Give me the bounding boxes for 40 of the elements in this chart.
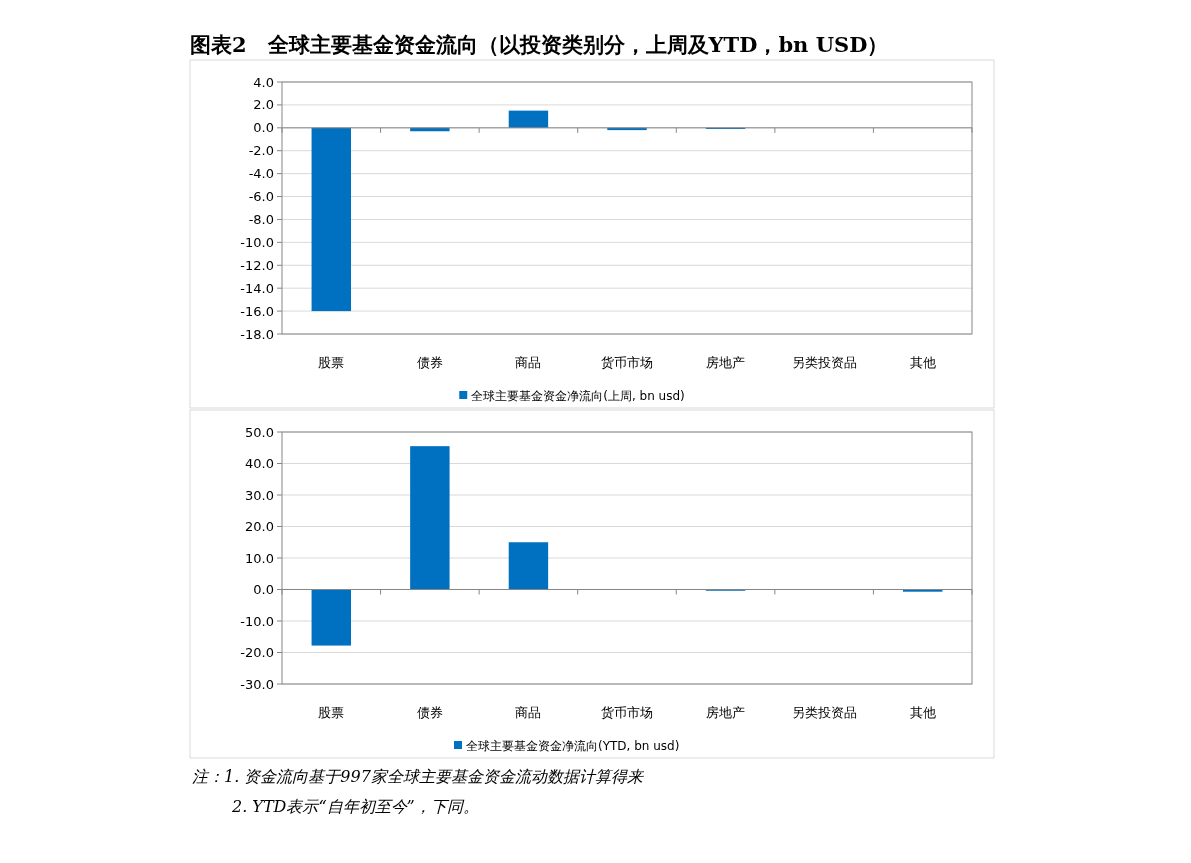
y-tick-label: -10.0 (240, 234, 274, 250)
y-tick-label: -12.0 (240, 257, 274, 273)
y-tick-label: -18.0 (240, 326, 274, 342)
y-tick-label: 40.0 (245, 456, 274, 472)
y-tick-label: -10.0 (240, 613, 274, 629)
x-tick-label: 其他 (909, 705, 936, 720)
y-tick-label: 2.0 (253, 97, 274, 113)
x-tick-label: 股票 (318, 705, 345, 720)
y-tick-label: 0.0 (253, 120, 274, 136)
y-tick-label: 0.0 (253, 582, 274, 598)
y-tick-label: 10.0 (245, 550, 274, 566)
y-tick-label: -2.0 (248, 143, 274, 159)
y-tick-label: -20.0 (240, 645, 274, 661)
x-tick-label: 房地产 (706, 705, 746, 720)
legend-label: 全球主要基金资金净流向(上周, bn usd) (471, 389, 685, 403)
x-tick-label: 债券 (416, 705, 443, 720)
x-tick-label: 房地产 (706, 355, 746, 370)
y-tick-label: -14.0 (240, 280, 274, 296)
y-tick-label: -4.0 (248, 166, 274, 182)
x-tick-label: 另类投资品 (791, 355, 857, 370)
x-tick-label: 股票 (318, 355, 345, 370)
chart-title: 图表2 全球主要基金资金流向（以投资类别分，上周及YTD，bn USD） (190, 32, 889, 57)
text: 注：1. 资金流向基于997家全球主要基金资金流动数据计算得来 (192, 767, 645, 786)
x-tick-label: 货币市场 (601, 705, 653, 720)
x-tick-label: 货币市场 (601, 355, 653, 370)
y-tick-label: -6.0 (248, 189, 274, 205)
y-tick-label: -8.0 (248, 212, 274, 227)
legend-label: 全球主要基金资金净流向(YTD, bn usd) (466, 739, 680, 753)
y-tick-label: 50.0 (245, 424, 274, 440)
y-tick-label: -30.0 (240, 676, 274, 692)
y-tick-label: 20.0 (245, 519, 274, 535)
x-tick-label: 另类投资品 (791, 705, 857, 720)
x-tick-label: 商品 (515, 705, 542, 720)
y-tick-label: 30.0 (245, 487, 274, 503)
y-tick-label: -16.0 (240, 303, 274, 319)
y-tick-label: 4.0 (253, 74, 274, 90)
x-tick-label: 债券 (416, 355, 443, 370)
text: 2. YTD表示“自年初至今”，下同。 (231, 797, 479, 816)
x-tick-label: 其他 (909, 355, 936, 370)
x-tick-label: 商品 (515, 355, 542, 370)
